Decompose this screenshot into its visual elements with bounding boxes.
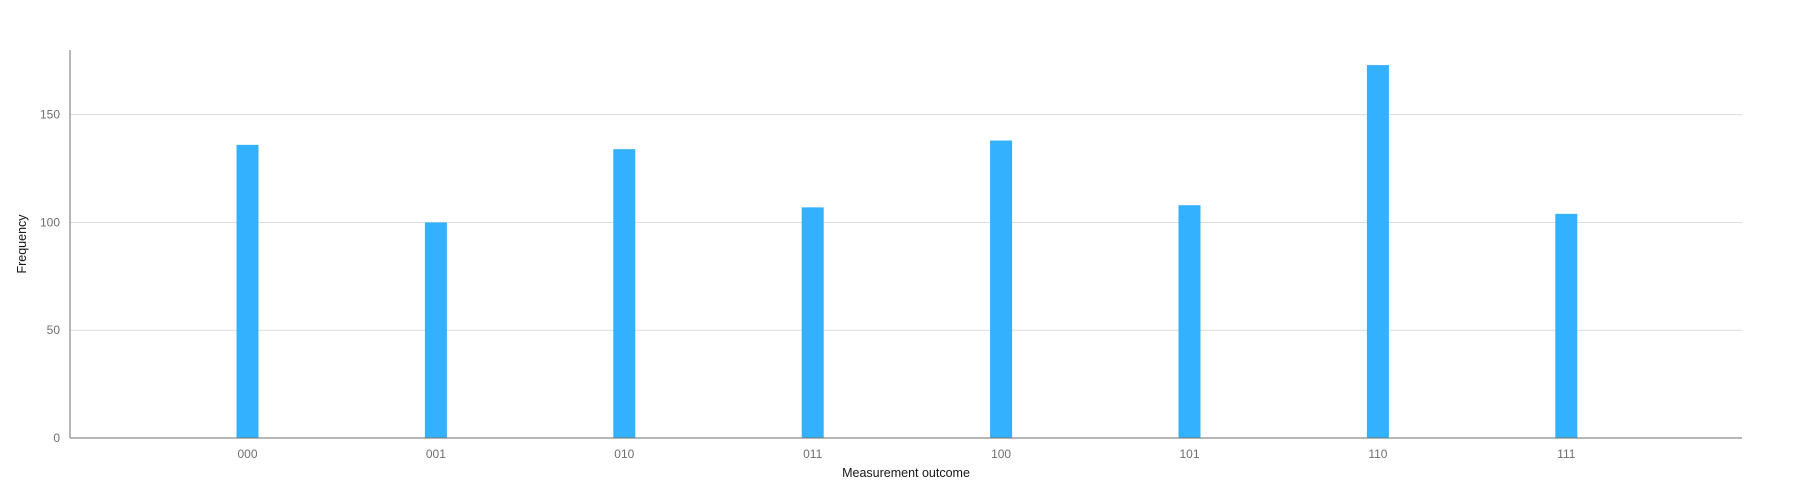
bar-100 [990,140,1013,439]
x-tick-label: 101 [1179,447,1199,461]
y-tick-labels: 0 50 100 150 [40,108,60,445]
x-tick-label: 000 [237,447,257,461]
x-tick-labels: 000 001 010 011 100 101 110 111 [237,447,1575,461]
x-tick-label: 010 [614,447,634,461]
x-tick-label: 110 [1368,447,1387,461]
y-tick-label: 100 [40,215,60,229]
bar-110 [1366,65,1389,438]
grid-lines [70,114,1742,331]
x-tick-label: 011 [803,447,822,461]
x-axis-title: Measurement outcome [842,466,970,480]
bar-111 [1555,213,1578,438]
bars [236,65,1578,439]
y-tick-label: 150 [40,108,60,122]
x-tick-label: 100 [991,447,1011,461]
y-tick-label: 50 [47,323,61,337]
bar-101 [1178,205,1201,438]
y-tick-label: 0 [53,431,60,445]
axes [69,50,1742,439]
y-axis-title: Frequency [15,214,29,274]
bar-010 [613,149,636,438]
x-tick-label: 111 [1557,447,1576,461]
bar-011 [801,207,824,438]
x-tick-label: 001 [426,447,446,461]
bar-001 [424,222,447,438]
bar-000 [236,144,259,438]
